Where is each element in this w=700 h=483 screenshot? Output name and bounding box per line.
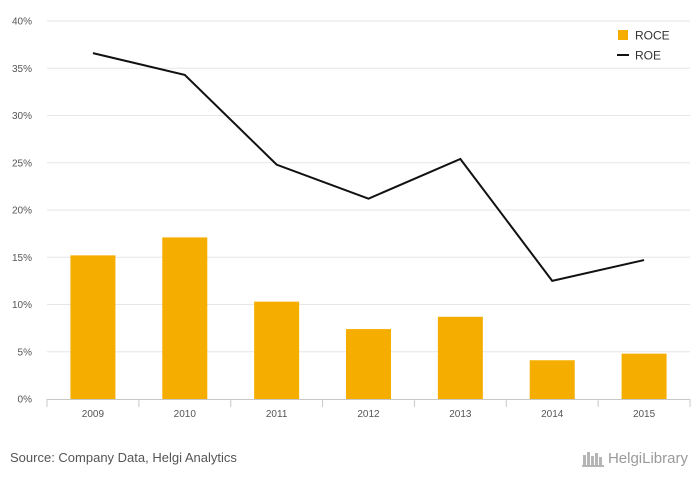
x-tick-label: 2009 [82,409,105,420]
legend-swatch-roce [618,30,628,40]
y-tick-label: 40% [12,17,32,28]
x-tick-label: 2010 [174,409,197,420]
y-tick-label: 5% [18,347,33,358]
legend-label-roce: ROCE [635,29,670,43]
bar-roce [162,237,208,399]
library-icon [581,452,604,467]
line-roe [92,52,645,282]
legend-label-roe: ROE [635,49,661,63]
source-note: Source: Company Data, Helgi Analytics [10,450,237,465]
y-tick-label: 35% [12,64,32,75]
brand-logo: HelgiLibrary [581,449,688,467]
y-tick-label: 10% [12,300,32,311]
chart: 0% 5% 10% 15% 20% 25% 30% 35% 40% 2009 2010 2011 201… [12,17,691,420]
y-tick-label: 15% [12,253,32,264]
bar-roce [70,255,116,399]
brand-text: HelgiLibrary [607,449,688,467]
bar-roce [621,353,667,399]
x-tick-label: 2012 [357,409,380,420]
y-tick-label: 0% [18,395,33,406]
bar-roce [254,301,300,399]
y-tick-label: 20% [12,206,32,217]
x-tick-label: 2013 [449,409,472,420]
x-tick-label: 2011 [266,409,288,420]
x-tick-label: 2015 [633,409,656,420]
bar-roce [437,316,483,399]
bar-roce [529,360,575,399]
y-tick-label: 25% [12,158,32,169]
bar-roce [346,329,391,399]
y-tick-label: 30% [12,111,32,122]
x-tick-label: 2014 [541,409,564,420]
